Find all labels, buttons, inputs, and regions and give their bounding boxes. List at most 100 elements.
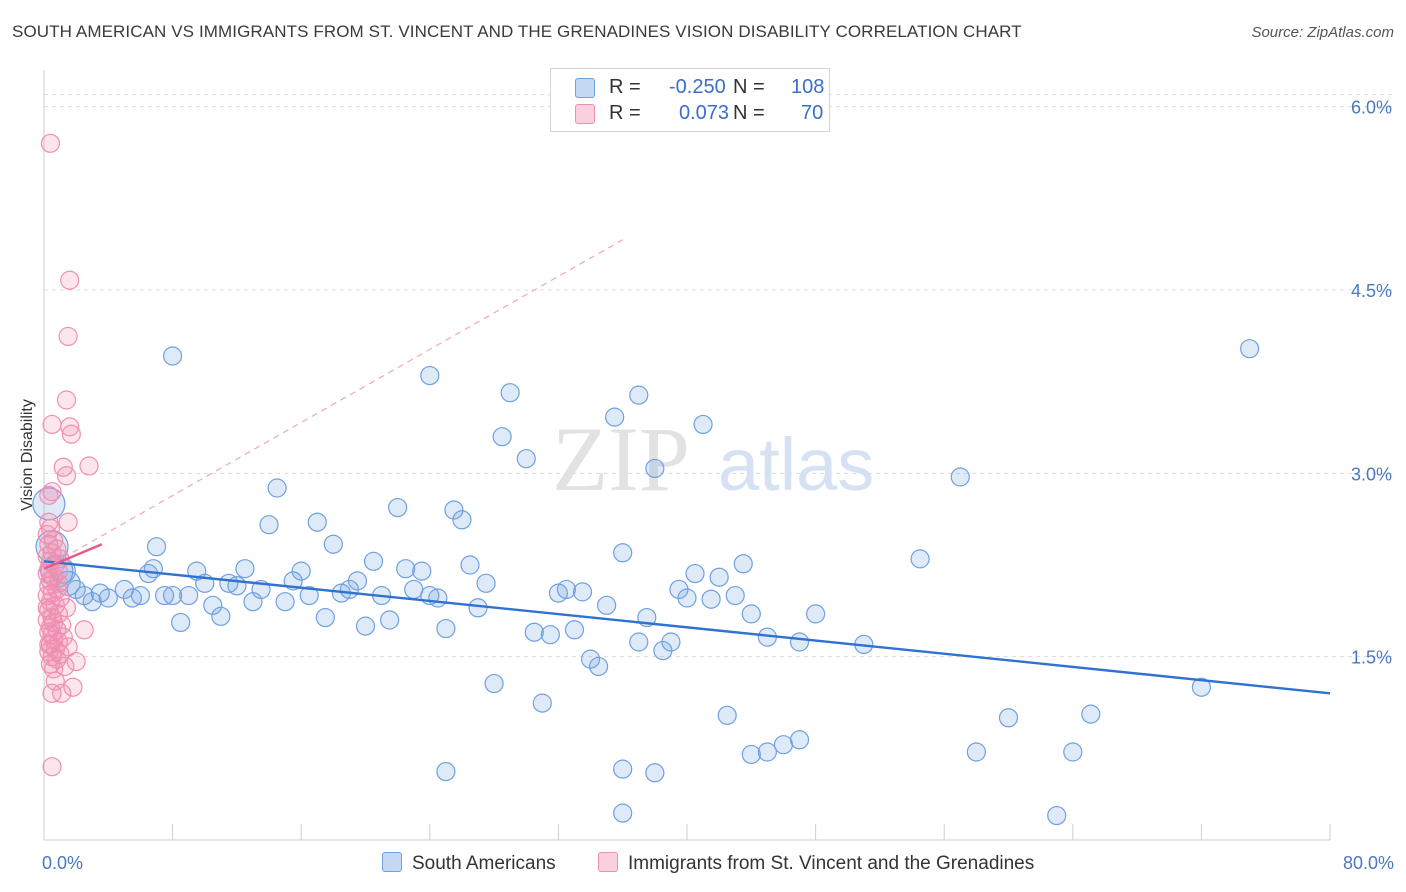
point-st-vincent — [66, 651, 86, 672]
point-st-vincent — [58, 326, 78, 347]
point-south-americans — [315, 607, 335, 628]
point-south-americans — [661, 632, 681, 652]
legend-r-value: 0.073 — [679, 102, 730, 124]
legend-n-value: 70 — [801, 102, 824, 124]
point-south-americans — [1240, 339, 1260, 359]
point-south-americans — [130, 585, 151, 606]
point-south-americans — [146, 537, 167, 557]
point-south-americans — [717, 705, 737, 725]
point-south-americans — [910, 549, 930, 569]
point-south-americans — [363, 551, 384, 571]
watermark-atlas: atlas — [718, 423, 874, 506]
point-south-americans — [613, 803, 633, 823]
point-st-vincent — [56, 466, 77, 486]
axis-labels: 1.5% 3.0% 4.5% 6.0% 0.0% 80.0% Vision Disabili… — [19, 98, 1394, 873]
point-south-americans — [1191, 677, 1212, 697]
point-south-americans — [605, 407, 625, 427]
series-swatch-blue — [382, 852, 402, 872]
point-south-americans — [998, 708, 1019, 728]
point-south-americans — [355, 616, 376, 636]
point-south-americans — [597, 595, 617, 615]
point-south-americans — [572, 582, 593, 602]
point-south-americans — [323, 534, 343, 554]
data-points — [32, 133, 1260, 826]
point-south-americans — [163, 585, 183, 606]
point-st-vincent — [60, 270, 80, 290]
x-tick-label-max: 80.0% — [1343, 853, 1394, 873]
point-south-americans — [452, 510, 472, 530]
point-south-americans — [564, 620, 585, 640]
point-south-americans — [291, 561, 311, 581]
point-st-vincent — [44, 659, 64, 679]
point-south-americans — [540, 625, 560, 645]
x-tick-label-min: 0.0% — [42, 853, 83, 873]
point-south-americans — [645, 763, 665, 783]
point-st-vincent — [56, 598, 77, 618]
legend-r-value: -0.250 — [669, 76, 726, 98]
point-south-americans — [98, 588, 118, 608]
point-south-americans — [143, 559, 163, 579]
point-south-americans — [588, 656, 609, 677]
series-swatch-pink — [598, 852, 618, 872]
trend-line-st-vincent-extended — [43, 239, 623, 570]
point-south-americans — [412, 561, 432, 581]
point-st-vincent — [42, 414, 62, 435]
series-name: Immigrants from St. Vincent and the Gren… — [628, 853, 1035, 874]
point-south-americans — [154, 585, 175, 606]
point-south-americans — [484, 673, 504, 694]
point-south-americans — [741, 744, 761, 765]
chart-title: SOUTH AMERICAN VS IMMIGRANTS FROM ST. VI… — [12, 22, 1022, 41]
point-st-vincent — [42, 757, 62, 777]
y-tick-label: 1.5% — [1351, 648, 1392, 668]
point-south-americans — [476, 573, 496, 593]
watermark-zip: ZIP — [552, 408, 690, 510]
trend-lines — [43, 239, 1331, 695]
point-south-americans — [556, 579, 577, 600]
point-south-americans — [741, 604, 761, 624]
y-tick-label: 3.0% — [1351, 464, 1392, 484]
legend-r-label: R = — [609, 76, 641, 98]
point-south-americans — [950, 467, 970, 487]
y-tick-label: 6.0% — [1351, 98, 1392, 118]
legend-n-label: N = — [733, 76, 765, 98]
point-south-americans — [171, 612, 191, 633]
point-south-americans — [701, 589, 721, 609]
series-name: South Americans — [412, 853, 556, 874]
point-south-americans — [396, 559, 416, 579]
legend-swatch-pink — [575, 104, 595, 124]
point-south-americans — [966, 742, 986, 762]
source-credit: Source: ZipAtlas.com — [1251, 24, 1394, 41]
point-south-americans — [492, 427, 512, 447]
point-south-americans — [1063, 742, 1083, 762]
point-south-americans — [1081, 704, 1101, 724]
point-st-vincent — [42, 482, 62, 502]
point-south-americans — [773, 735, 794, 755]
point-south-americans — [388, 497, 408, 518]
point-south-americans — [805, 604, 826, 624]
point-south-americans — [725, 585, 745, 606]
point-st-vincent — [45, 671, 65, 691]
point-south-americans — [677, 588, 697, 608]
y-tick-label: 4.5% — [1351, 281, 1392, 301]
point-south-americans — [428, 588, 448, 608]
point-st-vincent — [52, 683, 72, 703]
point-south-americans — [436, 761, 456, 782]
point-st-vincent — [40, 133, 61, 153]
legend-swatch-blue — [575, 78, 595, 98]
point-south-americans — [733, 554, 753, 574]
point-south-americans — [645, 458, 665, 479]
trend-line-south-americans — [43, 560, 1331, 695]
legend-n-value: 108 — [791, 76, 825, 98]
point-south-americans — [500, 383, 520, 403]
point-south-americans — [460, 555, 480, 575]
axes — [43, 70, 1331, 841]
point-south-americans — [307, 512, 327, 532]
point-south-americans — [179, 585, 199, 606]
point-south-americans — [122, 588, 143, 608]
trend-line-st-vincent — [43, 543, 103, 570]
point-south-americans — [259, 515, 279, 535]
point-south-americans — [629, 385, 649, 405]
point-st-vincent — [42, 683, 62, 703]
point-south-americans — [163, 346, 183, 366]
correlation-legend: R = -0.250 N = 108 R = 0.073 N = 70 — [550, 68, 830, 132]
